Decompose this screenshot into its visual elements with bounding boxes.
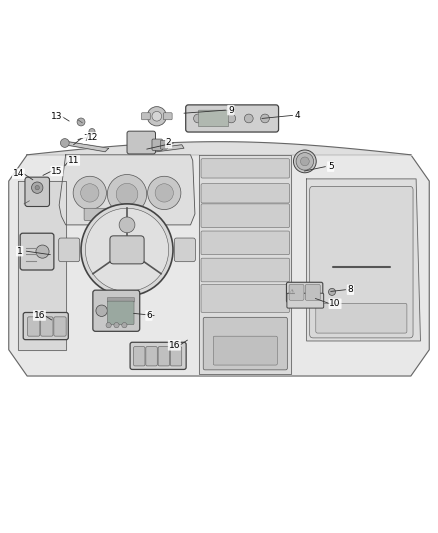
- Circle shape: [119, 217, 135, 233]
- FancyBboxPatch shape: [160, 140, 167, 149]
- FancyBboxPatch shape: [110, 236, 144, 264]
- FancyBboxPatch shape: [201, 159, 290, 178]
- Circle shape: [122, 322, 127, 328]
- FancyBboxPatch shape: [201, 204, 290, 228]
- FancyBboxPatch shape: [93, 290, 140, 332]
- Text: 16: 16: [34, 311, 45, 320]
- Polygon shape: [18, 181, 66, 350]
- Circle shape: [96, 305, 107, 317]
- Circle shape: [328, 288, 336, 295]
- Circle shape: [85, 208, 169, 292]
- FancyBboxPatch shape: [310, 187, 413, 338]
- Circle shape: [244, 114, 253, 123]
- Circle shape: [147, 107, 166, 126]
- FancyBboxPatch shape: [201, 258, 290, 282]
- FancyBboxPatch shape: [84, 208, 126, 221]
- Text: 9: 9: [228, 106, 234, 115]
- Text: 12: 12: [87, 133, 99, 142]
- Text: ⚠: ⚠: [289, 289, 295, 295]
- FancyBboxPatch shape: [174, 238, 195, 262]
- FancyBboxPatch shape: [163, 113, 172, 120]
- FancyBboxPatch shape: [107, 301, 134, 325]
- FancyBboxPatch shape: [141, 113, 150, 120]
- Polygon shape: [59, 155, 195, 225]
- Text: 8: 8: [347, 285, 353, 294]
- Text: 10: 10: [329, 299, 341, 308]
- Circle shape: [89, 128, 95, 135]
- FancyBboxPatch shape: [170, 346, 182, 366]
- FancyBboxPatch shape: [198, 110, 229, 127]
- Text: 16: 16: [169, 341, 180, 350]
- Circle shape: [227, 114, 236, 123]
- Circle shape: [194, 114, 202, 123]
- FancyBboxPatch shape: [20, 233, 54, 270]
- Circle shape: [152, 111, 162, 121]
- FancyBboxPatch shape: [152, 139, 162, 150]
- FancyBboxPatch shape: [305, 285, 320, 300]
- FancyBboxPatch shape: [203, 317, 287, 370]
- FancyBboxPatch shape: [158, 346, 170, 366]
- Text: 1: 1: [17, 247, 23, 256]
- FancyBboxPatch shape: [316, 303, 407, 333]
- FancyBboxPatch shape: [287, 293, 324, 308]
- Circle shape: [293, 150, 316, 173]
- Text: 4: 4: [295, 111, 300, 120]
- FancyBboxPatch shape: [289, 285, 304, 300]
- Polygon shape: [9, 155, 429, 376]
- Circle shape: [107, 174, 147, 214]
- Polygon shape: [199, 155, 291, 374]
- FancyBboxPatch shape: [146, 346, 157, 366]
- Text: 14: 14: [13, 169, 24, 178]
- Text: 11: 11: [68, 156, 79, 165]
- Circle shape: [87, 262, 94, 269]
- Circle shape: [106, 322, 111, 328]
- FancyBboxPatch shape: [130, 342, 186, 369]
- Circle shape: [116, 183, 138, 205]
- FancyBboxPatch shape: [59, 238, 80, 262]
- FancyBboxPatch shape: [28, 317, 40, 336]
- Polygon shape: [307, 179, 420, 341]
- Circle shape: [81, 184, 99, 202]
- FancyBboxPatch shape: [286, 282, 323, 302]
- Polygon shape: [65, 142, 109, 152]
- Text: 6: 6: [146, 311, 152, 320]
- Circle shape: [36, 245, 49, 258]
- Text: 7: 7: [83, 134, 89, 143]
- Circle shape: [261, 114, 269, 123]
- Circle shape: [148, 176, 181, 209]
- FancyBboxPatch shape: [201, 231, 290, 255]
- Circle shape: [210, 114, 219, 123]
- FancyBboxPatch shape: [186, 105, 279, 132]
- Polygon shape: [109, 223, 148, 293]
- FancyBboxPatch shape: [54, 317, 66, 336]
- Circle shape: [300, 157, 309, 166]
- FancyBboxPatch shape: [201, 184, 290, 203]
- FancyBboxPatch shape: [25, 177, 49, 206]
- Circle shape: [73, 176, 106, 209]
- FancyBboxPatch shape: [41, 317, 53, 336]
- Text: 5: 5: [328, 162, 334, 171]
- Circle shape: [81, 204, 173, 296]
- Circle shape: [32, 182, 43, 193]
- Circle shape: [155, 184, 173, 202]
- Text: 2: 2: [166, 139, 171, 148]
- FancyBboxPatch shape: [201, 285, 290, 312]
- Polygon shape: [148, 145, 184, 152]
- Circle shape: [77, 118, 85, 126]
- FancyBboxPatch shape: [23, 312, 68, 340]
- Circle shape: [60, 139, 69, 147]
- FancyBboxPatch shape: [213, 336, 277, 365]
- Text: 15: 15: [51, 166, 63, 175]
- Circle shape: [296, 152, 314, 170]
- Text: 13: 13: [51, 112, 63, 121]
- FancyBboxPatch shape: [127, 131, 155, 154]
- FancyBboxPatch shape: [134, 346, 145, 366]
- Circle shape: [35, 185, 39, 190]
- Circle shape: [114, 322, 119, 328]
- FancyBboxPatch shape: [107, 297, 134, 302]
